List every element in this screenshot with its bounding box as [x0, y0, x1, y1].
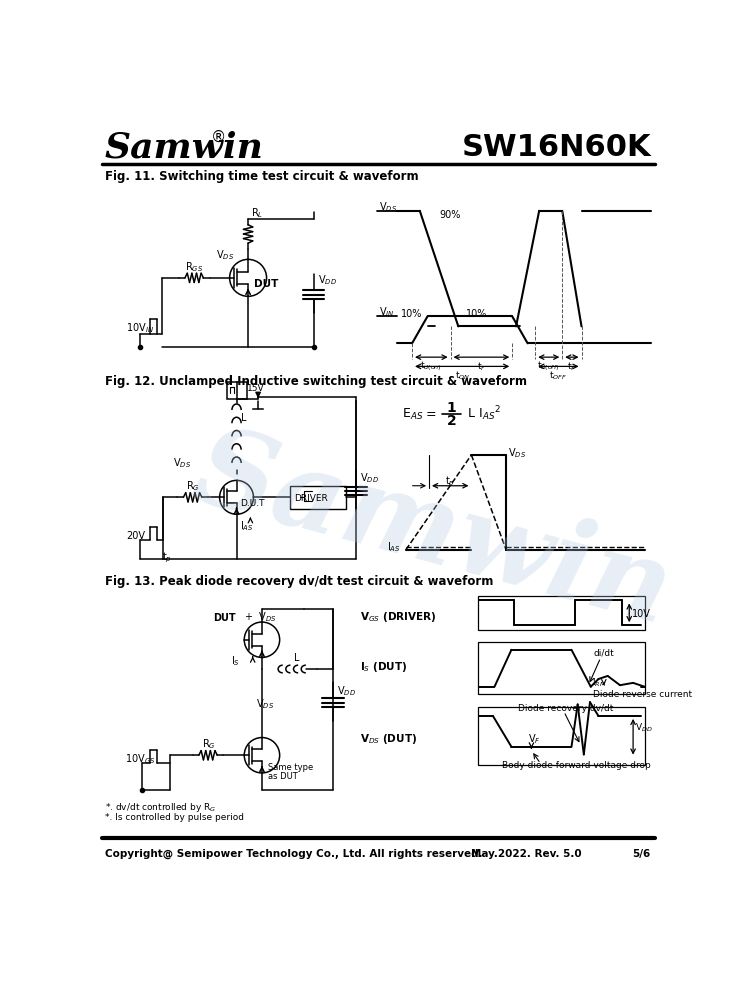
Text: as DUT: as DUT	[268, 772, 298, 781]
Text: t$_p$: t$_p$	[445, 475, 455, 489]
Text: t$_f$: t$_f$	[568, 360, 576, 373]
Text: V$_{DS}$: V$_{DS}$	[508, 446, 526, 460]
Text: V$_{DD}$: V$_{DD}$	[337, 684, 356, 698]
Text: Copyright@ Semipower Technology Co., Ltd. All rights reserved.: Copyright@ Semipower Technology Co., Ltd…	[105, 849, 483, 859]
Text: Fig. 13. Peak diode recovery dv/dt test circuit & waveform: Fig. 13. Peak diode recovery dv/dt test …	[105, 576, 493, 588]
Bar	[227, 382, 246, 399]
Text: t$_r$: t$_r$	[477, 360, 486, 373]
Text: +  V$_{DS}$: + V$_{DS}$	[244, 610, 277, 624]
Text: V$_{DS}$: V$_{DS}$	[379, 200, 397, 214]
Text: t$_p$: t$_p$	[162, 550, 172, 565]
Text: V$_{DS}$: V$_{DS}$	[215, 248, 234, 262]
Text: t$_{d(on)}$: t$_{d(on)}$	[421, 360, 442, 373]
Text: V$_{DS}$ (DUT): V$_{DS}$ (DUT)	[359, 732, 417, 746]
Text: May.2022. Rev. 5.0: May.2022. Rev. 5.0	[472, 849, 582, 859]
Bar	[477, 707, 646, 765]
Text: Fig. 12. Unclamped Inductive switching test circuit & waveform: Fig. 12. Unclamped Inductive switching t…	[105, 375, 527, 388]
Text: di/dt: di/dt	[593, 648, 614, 657]
Text: Samwin: Samwin	[183, 417, 683, 647]
Text: 5/6: 5/6	[632, 849, 650, 859]
Text: V$_{DD}$: V$_{DD}$	[318, 273, 337, 287]
Text: t$_{ON}$: t$_{ON}$	[455, 369, 470, 382]
Text: V$_{DS}$: V$_{DS}$	[173, 456, 190, 470]
Text: V$_{DD}$: V$_{DD}$	[359, 471, 379, 485]
Text: R$_G$: R$_G$	[187, 479, 200, 493]
Text: I$_S$ (DUT): I$_S$ (DUT)	[359, 660, 407, 674]
Text: 2: 2	[446, 414, 457, 428]
Text: Samwin: Samwin	[105, 131, 263, 165]
Text: 10V: 10V	[632, 609, 650, 619]
Text: 10%: 10%	[466, 309, 487, 319]
Text: *. dv/dt controlled by R$_G$: *. dv/dt controlled by R$_G$	[105, 801, 216, 814]
Text: D.U.T: D.U.T	[241, 499, 265, 508]
Text: Diode recovery dv/dt: Diode recovery dv/dt	[517, 704, 613, 713]
Bar	[291, 486, 346, 509]
Bar	[477, 596, 646, 630]
Text: *. Is controlled by pulse period: *. Is controlled by pulse period	[105, 813, 244, 822]
Text: I$_{AS}$: I$_{AS}$	[240, 520, 253, 533]
Text: DUT: DUT	[213, 613, 236, 623]
Text: 1: 1	[446, 401, 457, 415]
Text: Same type: Same type	[268, 763, 314, 772]
Text: 20V: 20V	[126, 531, 145, 541]
Text: Diode reverse current: Diode reverse current	[593, 690, 692, 699]
Text: V$_{IN}$: V$_{IN}$	[379, 306, 395, 319]
Text: DRIVER: DRIVER	[294, 494, 328, 503]
Text: V$_F$: V$_F$	[528, 732, 540, 746]
Text: Body diode forward voltage drop: Body diode forward voltage drop	[502, 761, 651, 770]
Bar	[477, 642, 646, 694]
Text: V$_{DS}$: V$_{DS}$	[256, 697, 274, 711]
Text: I$_{AS}$: I$_{AS}$	[387, 540, 401, 554]
Text: DUT: DUT	[255, 279, 279, 289]
Text: 10V$_{GS}$: 10V$_{GS}$	[125, 752, 156, 766]
Text: E$_{AS}$: E$_{AS}$	[402, 407, 424, 422]
Text: SW16N60K: SW16N60K	[462, 133, 652, 162]
Text: V$_{DD}$: V$_{DD}$	[635, 721, 652, 734]
Text: t$_{d(off)}$: t$_{d(off)}$	[537, 360, 559, 373]
Text: I$_{RM}$: I$_{RM}$	[593, 677, 607, 689]
Text: R$_G$: R$_G$	[202, 737, 215, 751]
Text: =: =	[425, 408, 436, 421]
Text: I$_S$: I$_S$	[231, 654, 240, 668]
Text: 10V$_{IN}$: 10V$_{IN}$	[126, 321, 154, 335]
Text: L: L	[241, 413, 246, 423]
Text: V$_{GS}$ (DRIVER): V$_{GS}$ (DRIVER)	[359, 610, 436, 624]
Text: R$_L$: R$_L$	[251, 206, 263, 220]
Text: Fig. 11. Switching time test circuit & waveform: Fig. 11. Switching time test circuit & w…	[105, 170, 418, 183]
Text: L: L	[294, 653, 300, 663]
Text: 90%: 90%	[439, 210, 461, 220]
Text: t$_{OFF}$: t$_{OFF}$	[549, 369, 568, 382]
Text: 10%: 10%	[401, 309, 422, 319]
Text: R$_{GS}$: R$_{GS}$	[185, 260, 203, 274]
Text: L I$_{AS}$$^2$: L I$_{AS}$$^2$	[463, 405, 501, 423]
Text: 15V: 15V	[247, 384, 265, 393]
Text: ®: ®	[211, 129, 227, 144]
